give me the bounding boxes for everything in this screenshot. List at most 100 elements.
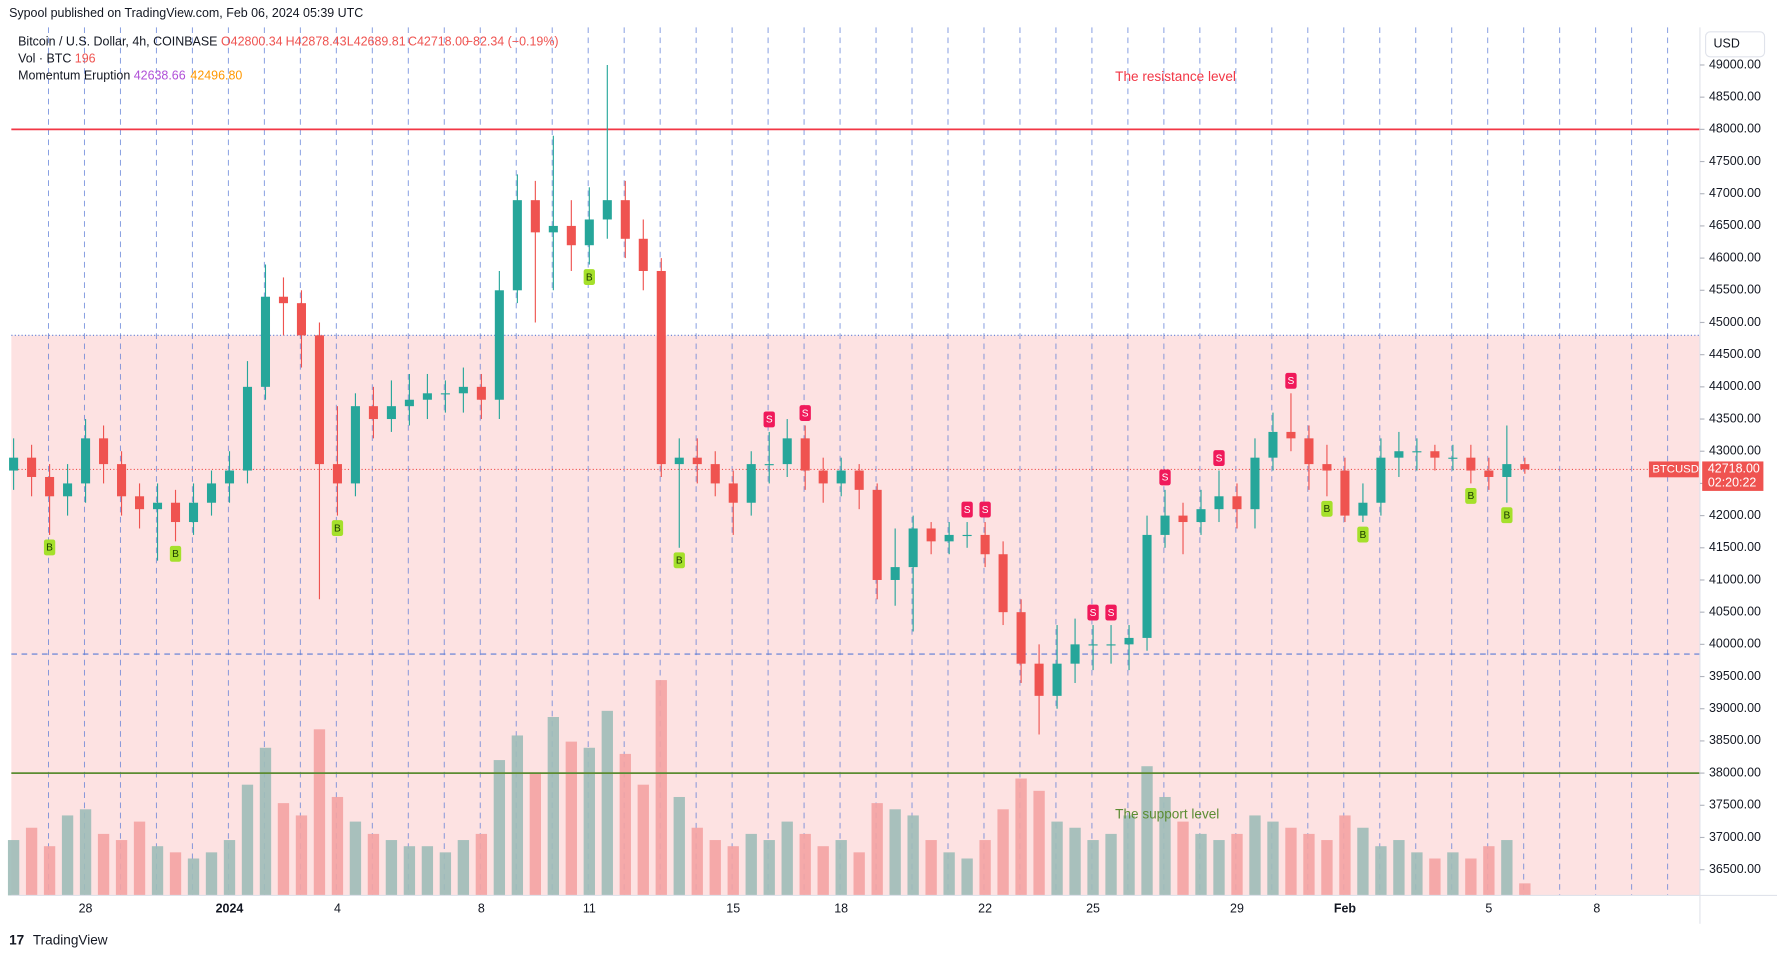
- volume-value: 196: [75, 51, 96, 65]
- volume-bar: [1105, 833, 1117, 896]
- candle-body: [1286, 431, 1296, 439]
- y-tick-label: 47000.00: [1709, 186, 1761, 200]
- volume-bar: [151, 846, 164, 896]
- candle-body: [548, 225, 558, 233]
- x-tick-label: 28: [79, 901, 93, 915]
- volume-bar: [1411, 852, 1423, 896]
- x-tick-label: 18: [834, 901, 848, 915]
- volume-bar: [1123, 815, 1135, 896]
- volume-bar: [871, 803, 883, 896]
- volume-bar: [961, 858, 973, 896]
- header-symbol: Bitcoin / U.S. Dollar, 4h, COINBASE: [18, 34, 217, 48]
- y-tick-label: 40000.00: [1709, 637, 1761, 651]
- candle-body: [458, 386, 468, 394]
- volume-bar: [727, 846, 739, 896]
- candle-body: [1340, 470, 1350, 516]
- volume-bar: [7, 840, 20, 896]
- candle-body: [530, 200, 540, 233]
- signal-label: B: [46, 543, 53, 554]
- volume-bar: [61, 815, 74, 896]
- candle-body: [350, 406, 360, 484]
- candle-body: [1520, 464, 1530, 470]
- candle-body: [117, 464, 127, 497]
- volume-bar: [1429, 858, 1441, 896]
- candle-body: [135, 496, 145, 510]
- volume-bar: [241, 784, 254, 896]
- candle-body: [188, 502, 199, 523]
- y-tick-label: 41000.00: [1709, 572, 1761, 586]
- candle-body: [1232, 496, 1242, 510]
- candle-body: [27, 457, 37, 477]
- candle-body: [1394, 451, 1404, 458]
- volume-bar: [1213, 840, 1225, 896]
- volume-bar: [493, 760, 506, 896]
- price-box: [1702, 461, 1764, 491]
- logo-mark: 17: [9, 932, 24, 947]
- candle-body: [45, 476, 55, 497]
- volume-bar: [43, 846, 56, 896]
- candle-body: [674, 457, 684, 465]
- candle-body: [908, 528, 918, 568]
- y-tick-label: 39000.00: [1709, 701, 1761, 715]
- signal-label: S: [1216, 453, 1223, 464]
- volume-bar: [1267, 821, 1279, 896]
- candle-body: [1178, 515, 1188, 523]
- volume-bar: [1357, 827, 1369, 896]
- x-tick-label: Feb: [1334, 901, 1357, 915]
- candle-body: [1322, 464, 1332, 471]
- candle-body: [566, 225, 576, 246]
- candle-body: [692, 457, 702, 465]
- signal-label: B: [586, 272, 593, 283]
- candle-body: [1412, 451, 1422, 453]
- candle-body: [1142, 534, 1152, 638]
- currency-button[interactable]: [1705, 31, 1766, 58]
- y-tick-label: 42000.00: [1709, 508, 1761, 522]
- candle-body: [710, 464, 720, 484]
- volume-bar: [169, 852, 182, 896]
- signal-label: B: [1467, 491, 1474, 502]
- y-tick-label: 45000.00: [1709, 315, 1761, 329]
- candle-body: [728, 483, 738, 503]
- signal-label: S: [1162, 473, 1169, 484]
- volume-bar: [1141, 766, 1153, 896]
- signal-badge: [1213, 450, 1225, 467]
- signal-badge: [169, 545, 182, 562]
- signal-label: S: [802, 408, 809, 419]
- volume-bar: [529, 772, 542, 896]
- x-tick-label: 15: [726, 901, 740, 915]
- signal-label: S: [1288, 376, 1295, 387]
- candle-body: [152, 502, 163, 510]
- y-tick-label: 48500.00: [1709, 89, 1761, 103]
- candle-body: [1430, 451, 1440, 458]
- volume-bar: [1195, 833, 1207, 896]
- signal-label: B: [1503, 510, 1510, 521]
- volume-bar: [1177, 821, 1189, 896]
- signal-label: S: [964, 505, 971, 516]
- y-tick-label: 46500.00: [1709, 218, 1761, 232]
- volume-bar: [1303, 833, 1315, 896]
- currency-label[interactable]: USD: [1714, 37, 1740, 51]
- candle-body: [638, 238, 648, 271]
- volume-bar: [259, 747, 272, 896]
- x-tick-label: 5: [1485, 901, 1492, 915]
- y-tick-label: 40500.00: [1709, 604, 1761, 618]
- volume-bar: [97, 833, 110, 896]
- candle-body: [422, 393, 432, 400]
- candle-body: [980, 534, 990, 555]
- y-tick-label: 38500.00: [1709, 733, 1761, 747]
- candle-body: [620, 200, 630, 239]
- volume-bar: [1339, 815, 1351, 896]
- volume-bar: [799, 833, 811, 896]
- volume-bar: [511, 735, 524, 896]
- candle-body: [206, 483, 217, 503]
- volume-bar: [1051, 821, 1063, 896]
- annotation-text: The support level: [1115, 807, 1219, 822]
- candle-body: [602, 200, 612, 220]
- candle-body: [782, 438, 792, 465]
- y-tick-label: 44000.00: [1709, 379, 1761, 393]
- signal-badge: [331, 520, 344, 537]
- signal-label: S: [766, 415, 773, 426]
- volume-bar: [781, 821, 793, 896]
- y-tick-label: 47500.00: [1709, 154, 1761, 168]
- volume-bar: [907, 815, 919, 896]
